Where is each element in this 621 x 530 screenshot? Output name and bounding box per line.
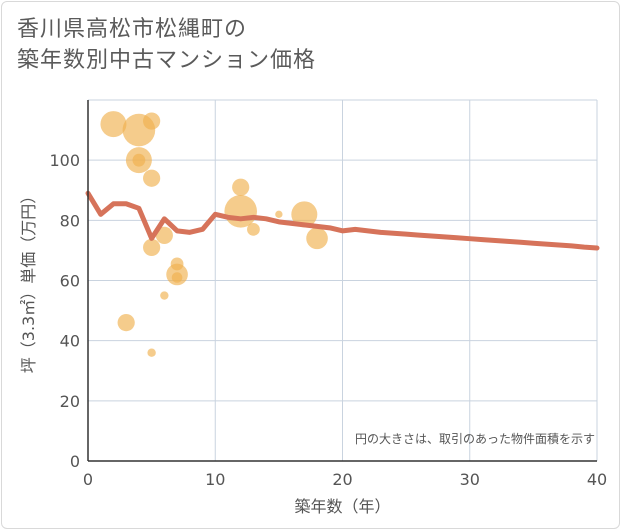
x-tick-label: 30 bbox=[460, 470, 480, 489]
x-tick-label: 10 bbox=[205, 470, 225, 489]
grid-lines bbox=[88, 99, 598, 461]
chart-title: 香川県高松市松縄町の 築年数別中古マンション価格 bbox=[17, 14, 316, 76]
bubble-point bbox=[247, 222, 260, 236]
x-axis-label: 築年数（年） bbox=[294, 497, 390, 516]
bubble-point bbox=[132, 153, 146, 167]
bubble-point bbox=[117, 314, 135, 332]
bubble-point bbox=[232, 178, 250, 196]
bubble-point bbox=[275, 210, 283, 218]
y-axis-label: 坪（3.3㎡）単価（万円） bbox=[19, 188, 38, 373]
bubble-point bbox=[224, 195, 257, 228]
y-tick-label: 0 bbox=[70, 452, 80, 471]
bubble-point bbox=[147, 348, 156, 357]
x-tick-label: 0 bbox=[83, 470, 93, 489]
bubble-series bbox=[100, 111, 328, 357]
y-tick-label: 100 bbox=[49, 151, 80, 170]
x-tick-label: 40 bbox=[587, 470, 607, 489]
bubble-point bbox=[100, 111, 127, 138]
bubble-point bbox=[171, 272, 183, 283]
title-line-2: 築年数別中古マンション価格 bbox=[17, 48, 317, 73]
y-tick-label: 80 bbox=[60, 211, 80, 230]
y-tick-label: 40 bbox=[60, 332, 80, 351]
bubble-point bbox=[291, 201, 318, 228]
bubble-point bbox=[143, 169, 161, 187]
y-tick-label: 20 bbox=[60, 392, 80, 411]
size-annotation: 円の大きさは、取引のあった物件面積を示す bbox=[355, 431, 595, 446]
bubble-point bbox=[155, 226, 173, 244]
bubble-point bbox=[306, 227, 328, 250]
axes bbox=[87, 100, 597, 462]
x-tick-label: 20 bbox=[332, 470, 352, 489]
bubble-point bbox=[143, 112, 161, 130]
y-tick-label: 60 bbox=[60, 272, 80, 291]
trend-line bbox=[85, 190, 600, 251]
trend-line-group bbox=[85, 190, 600, 251]
bubble-point bbox=[143, 238, 161, 257]
title-line-1: 香川県高松市松縄町の bbox=[17, 17, 248, 42]
tick-labels: 0 10 20 30 40 0 20 40 60 80 100 bbox=[49, 151, 607, 489]
bubble-point bbox=[160, 291, 169, 300]
